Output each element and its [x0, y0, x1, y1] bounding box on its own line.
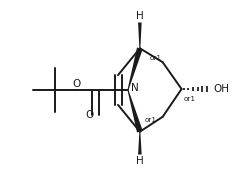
- Text: or1: or1: [145, 117, 157, 123]
- Polygon shape: [138, 132, 142, 155]
- Text: H: H: [136, 11, 144, 21]
- Text: N: N: [131, 83, 139, 93]
- Text: O: O: [85, 110, 93, 120]
- Polygon shape: [127, 90, 143, 132]
- Text: O: O: [72, 79, 80, 89]
- Polygon shape: [138, 23, 142, 48]
- Text: or1: or1: [150, 55, 162, 61]
- Polygon shape: [127, 48, 143, 90]
- Text: H: H: [136, 156, 144, 166]
- Text: or1: or1: [184, 96, 196, 102]
- Text: OH: OH: [213, 84, 229, 94]
